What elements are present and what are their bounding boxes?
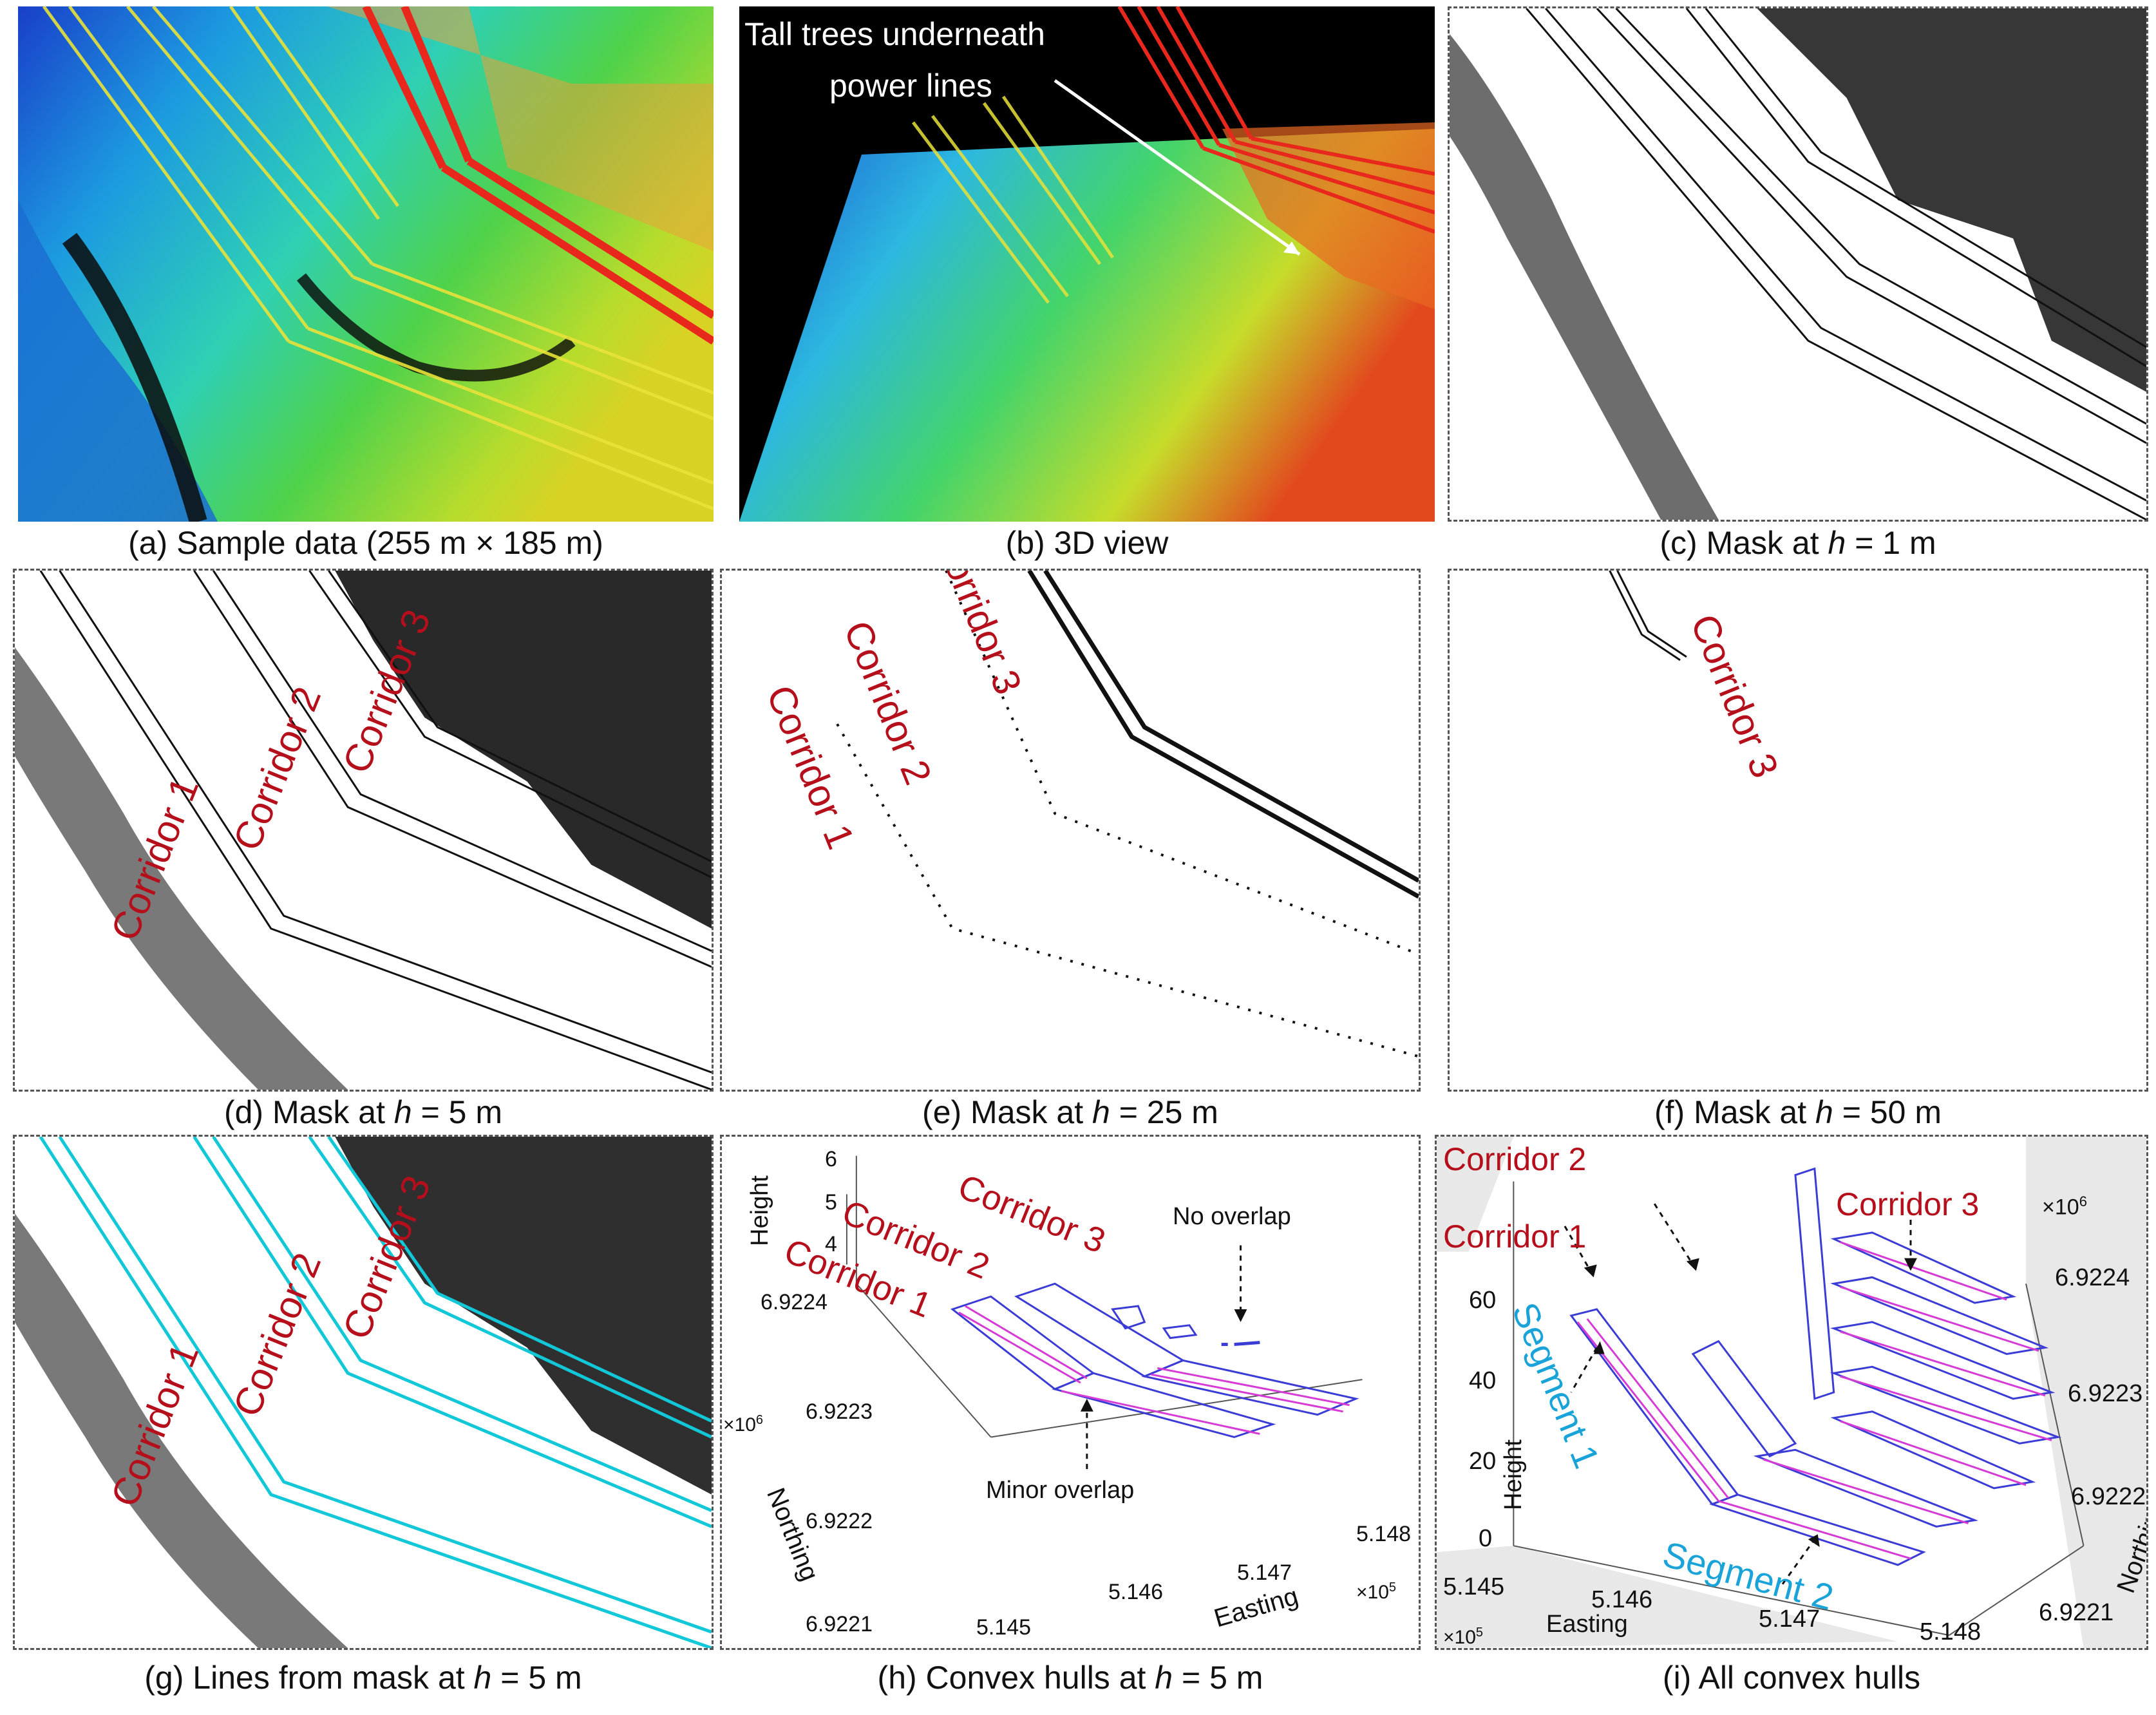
easting-tick: 5.145 [1443,1573,1505,1600]
easting-tick: 5.147 [1237,1560,1292,1585]
caption-a: (a) Sample data (255 m × 185 m) [128,525,603,561]
easting-exponent: ×105 [1443,1625,1484,1648]
panel-f-mask-50m: Corridor 3 [1448,569,2148,1092]
northing-tick: 6.9223 [806,1399,873,1424]
caption-i: (i) All convex hulls [1662,1660,1921,1696]
northing-tick: 6.9221 [806,1612,873,1636]
northing-tick: 6.9223 [2068,1380,2143,1407]
northing-tick: 6.9224 [2055,1264,2130,1291]
height-axis-label: Height [1500,1439,1527,1510]
minor-overlap-label: Minor overlap [986,1477,1135,1504]
panel-i-all-convex-hulls: Corridor 2 Corridor 1 Corridor 3 Segment… [1435,1135,2148,1650]
easting-tick: 5.146 [1591,1586,1653,1613]
caption-e: (e) Mask at h = 25 m [922,1094,1218,1130]
annotation-arrow [1054,79,1301,256]
annotation-line1: Tall trees underneath [744,16,1045,52]
easting-tick: 5.146 [1108,1580,1164,1604]
height-tick-5: 5 [825,1190,837,1215]
annotation-line2: power lines [829,68,992,104]
point-cloud-3d-image [739,6,1435,522]
panel-a-sample-data [18,6,714,522]
panel-e-mask-25m: Corridor 1 Corridor 2 Corridor 3 [720,569,1421,1092]
northing-tick: 6.9222 [806,1509,873,1533]
height-axis-label: Height [746,1175,773,1246]
mask-image [1450,8,2146,520]
easting-tick: 5.145 [976,1615,1032,1640]
caption-b: (b) 3D view [1005,525,1169,561]
height-tick-20: 20 [1469,1448,1497,1475]
panel-g-lines-from-mask: Corridor 1 Corridor 2 Corridor 3 [13,1135,714,1650]
corridor-3-label: Corridor 3 [1836,1186,1980,1222]
mask-image [1609,571,1687,661]
caption-g: (g) Lines from mask at h = 5 m [144,1660,582,1696]
panel-d-mask-5m: Corridor 1 Corridor 2 Corridor 3 [13,569,714,1092]
mask-lines-image [15,1137,712,1648]
all-hulls-3d-plot [1437,1137,2146,1648]
caption-d: (d) Mask at h = 5 m [223,1094,503,1130]
corridor-1-label: Corridor 1 [1443,1218,1587,1255]
northing-tick: 6.9222 [2071,1483,2146,1510]
panel-b-3d-view: Tall trees underneath power lines [739,6,1435,522]
caption-c: (c) Mask at h = 1 m [1660,525,1936,561]
height-tick-4: 4 [825,1232,837,1256]
height-tick-0: 0 [1479,1525,1493,1552]
easting-tick: 5.147 [1759,1606,1820,1633]
height-tick-40: 40 [1469,1367,1497,1394]
easting-axis-label: Easting [1546,1611,1628,1638]
mask-image [836,571,1419,1058]
convex-hulls-3d-plot [846,1155,1363,1470]
caption-h: (h) Convex hulls at h = 5 m [877,1660,1263,1696]
northing-tick: 6.9221 [2039,1599,2114,1626]
northing-exponent: ×106 [723,1413,764,1435]
height-tick-6: 6 [825,1147,837,1171]
mask-image [15,571,712,1090]
panel-h-convex-hulls-5m: Height 6 5 4 6.9224 6.9223 6.9222 6.9221… [720,1135,1421,1650]
corridor-2-label: Corridor 2 [1443,1141,1587,1177]
point-cloud-image [18,6,714,522]
easting-tick: 5.148 [1920,1618,1981,1645]
no-overlap-label: No overlap [1173,1203,1291,1230]
height-tick-60: 60 [1469,1287,1497,1314]
easting-tick: 5.148 [1356,1522,1412,1546]
northing-exponent: ×106 [2042,1193,2087,1220]
easting-exponent: ×105 [1356,1580,1397,1603]
northing-tick: 6.9224 [761,1290,827,1314]
panel-c-mask-1m [1448,6,2148,522]
caption-f: (f) Mask at h = 50 m [1654,1094,1942,1130]
